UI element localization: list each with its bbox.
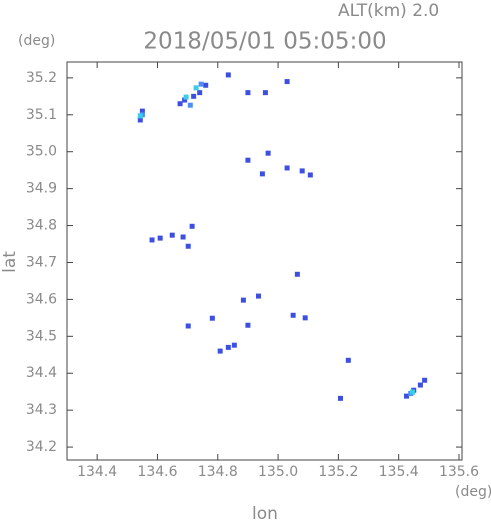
echo-point (345, 357, 351, 363)
echo-point (307, 172, 313, 178)
echo-point (177, 101, 183, 107)
y-tick-label: 34.4 (26, 365, 57, 381)
echo-point (417, 382, 423, 388)
echo-point (157, 235, 163, 241)
echo-point (245, 90, 251, 96)
echo-point (193, 85, 199, 91)
echo-point (245, 157, 251, 163)
echo-point (231, 342, 237, 348)
echo-point (191, 93, 197, 99)
echo-point (203, 82, 209, 88)
echo-point (137, 117, 143, 123)
y-axis-label: lat (0, 251, 20, 273)
y-tick-label: 35.2 (26, 70, 57, 86)
echo-point (240, 297, 246, 303)
header: ALT(km) 2.0 (338, 1, 439, 21)
echo-point (137, 113, 143, 119)
echo-point (290, 312, 296, 318)
y-tick-label: 35.0 (26, 144, 57, 160)
echo-point (284, 79, 290, 85)
y-tick-label: 34.6 (26, 291, 57, 307)
y-unit: (deg) (18, 33, 55, 49)
echo-point (255, 293, 261, 299)
x-axis-label: lon (252, 504, 278, 521)
echo-point (197, 90, 203, 96)
echo-point (284, 165, 290, 171)
echo-point (225, 344, 231, 350)
x-tick-label: 135.2 (318, 464, 358, 480)
echo-point (422, 377, 428, 383)
echo-point (337, 395, 343, 401)
x-tick-label: 135.4 (379, 464, 419, 480)
echo-point (265, 150, 271, 156)
echo-point (209, 315, 215, 321)
echo-point (245, 322, 251, 328)
echo-point (185, 323, 191, 329)
echo-point (299, 168, 305, 174)
echo-point (225, 72, 231, 78)
echo-point (183, 94, 189, 100)
x-tick-label: 134.4 (77, 464, 117, 480)
echo-point (302, 315, 308, 321)
plot-frame (66, 61, 463, 461)
y-tick-label: 34.8 (26, 218, 57, 234)
y-tick-label: 34.9 (26, 181, 57, 197)
echo-point (180, 234, 186, 240)
echo-point (217, 348, 223, 354)
echo-point (169, 232, 175, 238)
y-tick-label: 34.7 (26, 254, 57, 270)
echo-point (410, 389, 416, 395)
echo-point (185, 243, 191, 249)
x-unit: (deg) (455, 484, 491, 500)
echo-point (198, 81, 204, 87)
chart-title: 2018/05/01 05:05:00 (143, 29, 386, 55)
y-tick-label: 34.2 (26, 439, 57, 455)
echo-point (262, 90, 268, 96)
y-tick-label: 34.5 (26, 328, 57, 344)
echo-point (294, 271, 300, 277)
y-tick-label: 35.1 (26, 107, 57, 123)
x-tick-label: 134.8 (198, 464, 238, 480)
echo-point (182, 97, 188, 103)
echo-point (189, 223, 195, 229)
echo-point (259, 171, 265, 177)
echo-point (149, 237, 155, 243)
x-tick-label: 135.0 (258, 464, 298, 480)
echo-point (139, 108, 145, 114)
x-tick-label: 135.6 (439, 464, 479, 480)
y-tick-label: 34.3 (26, 402, 57, 418)
echo-point (187, 102, 193, 108)
x-tick-label: 134.6 (137, 464, 177, 480)
echo-point (404, 393, 410, 399)
